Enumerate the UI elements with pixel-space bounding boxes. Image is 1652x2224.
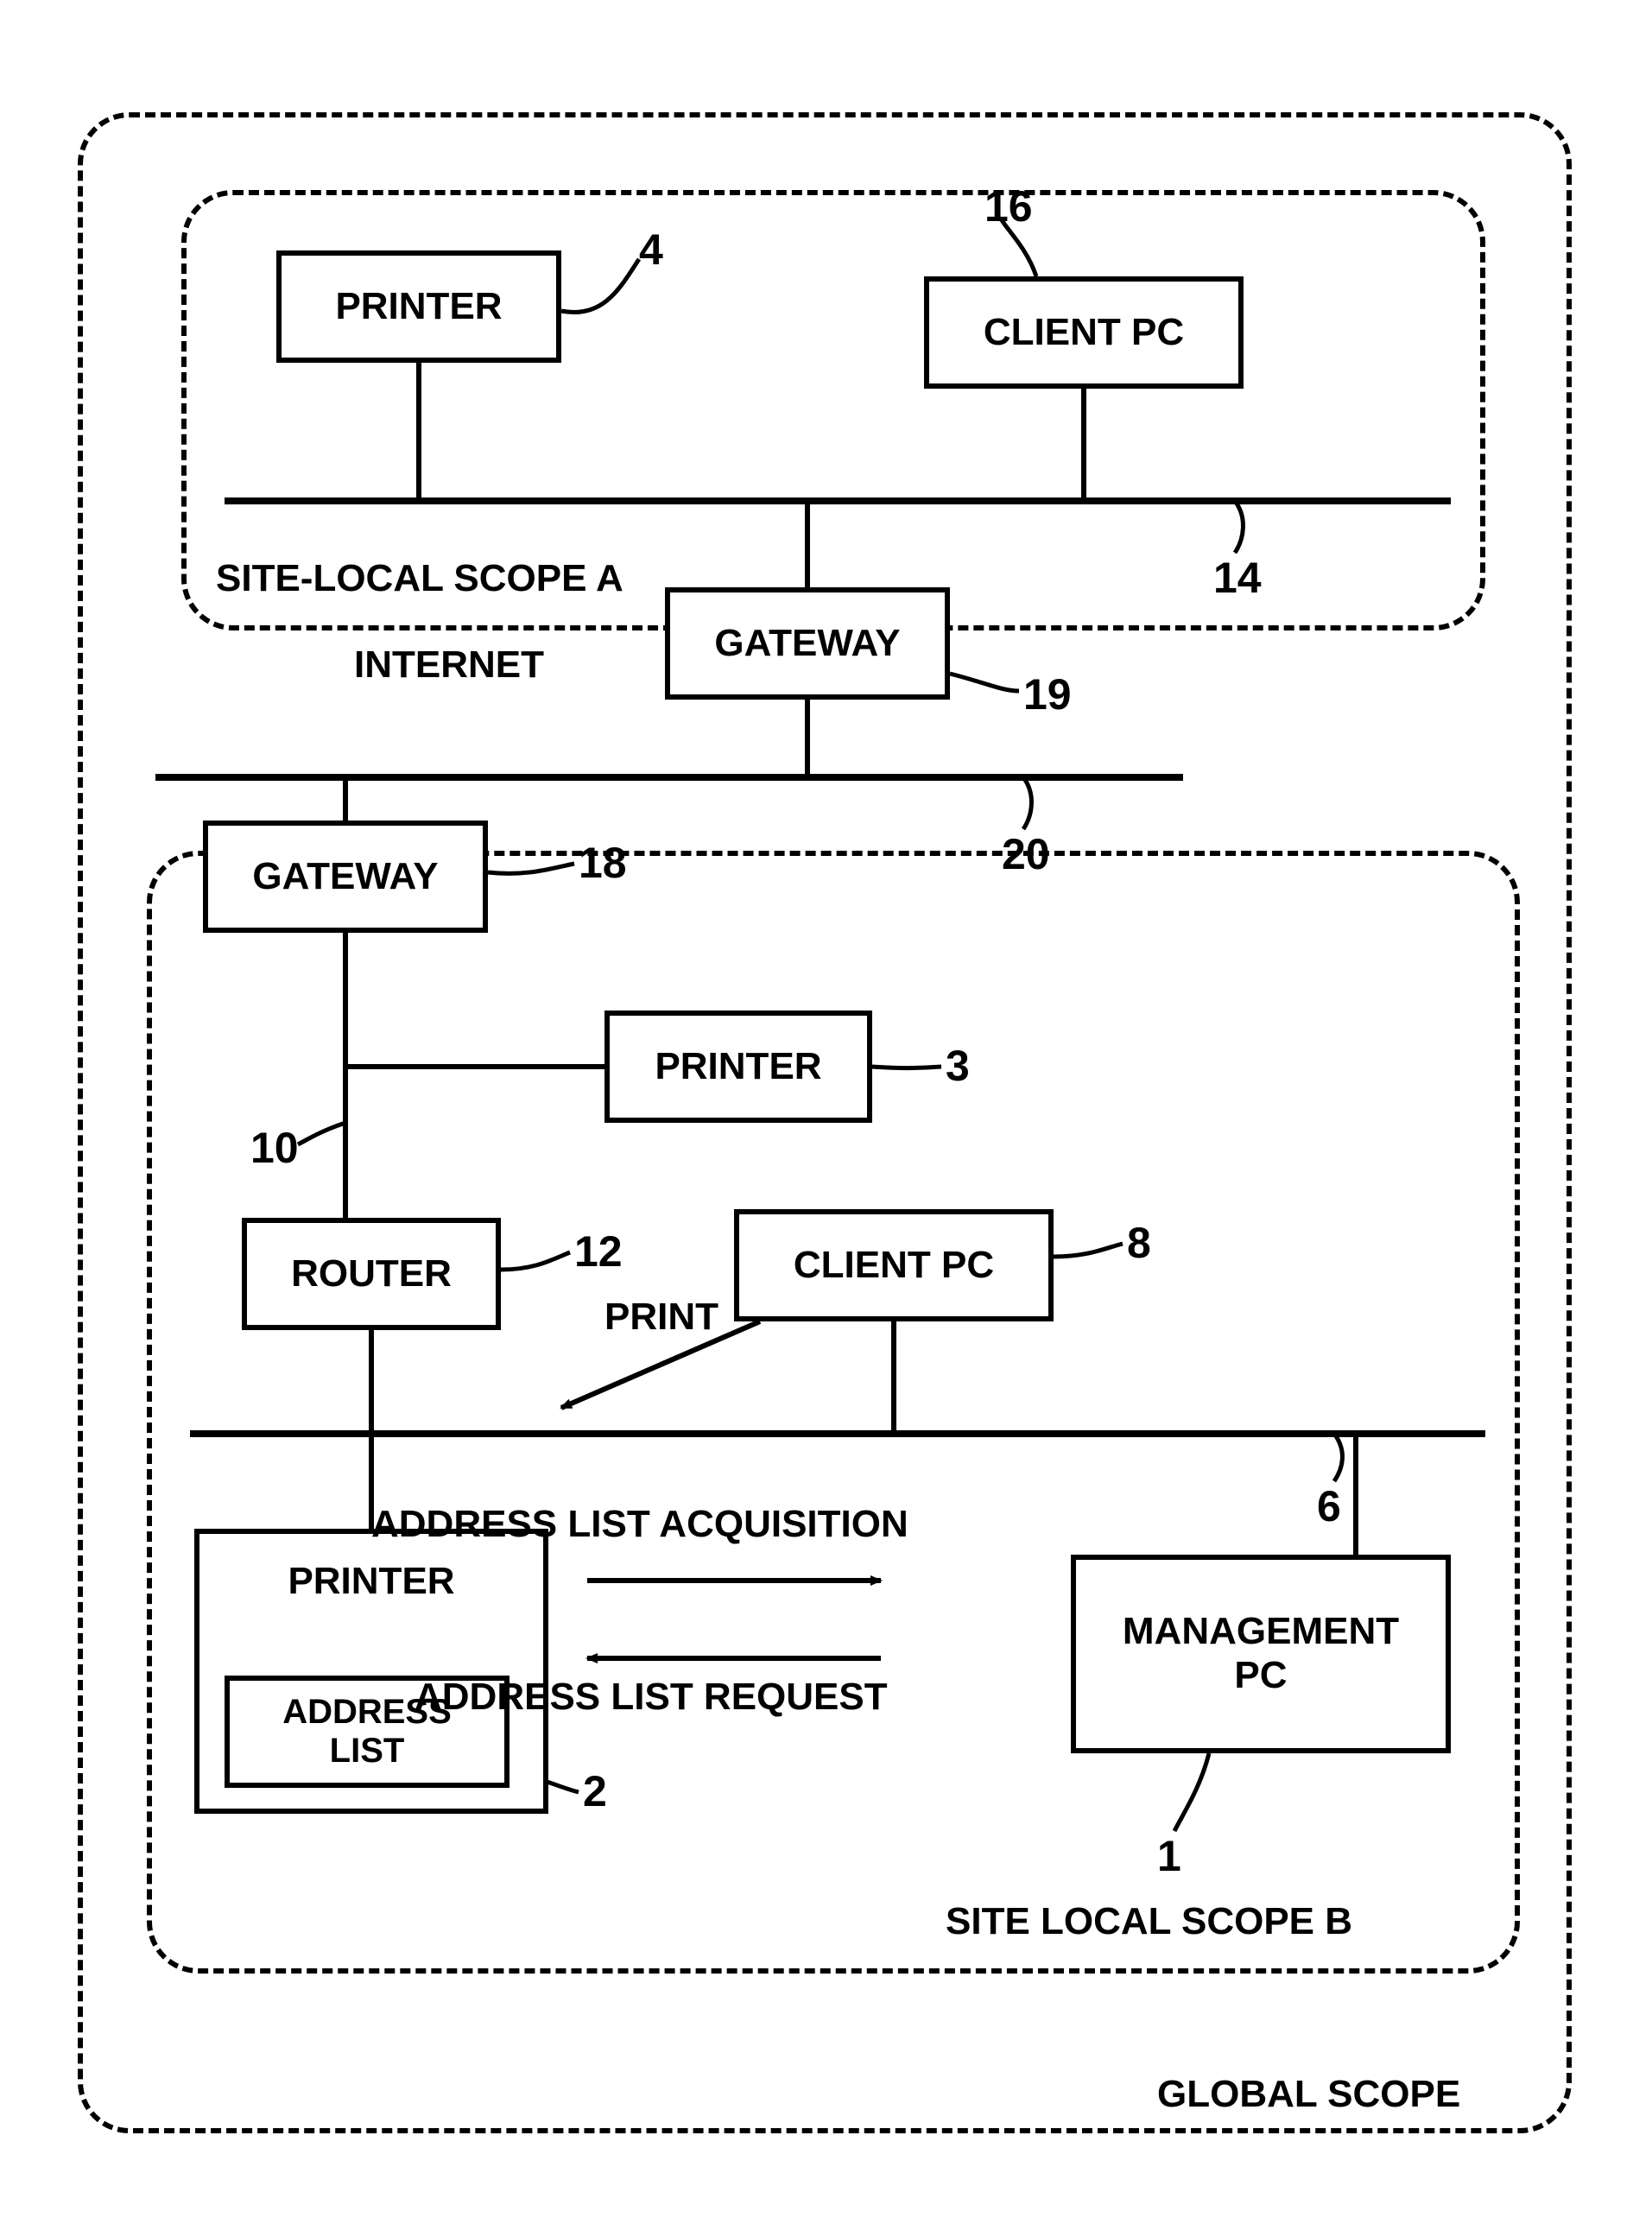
printer-2-label: PRINTER	[288, 1560, 454, 1604]
global-scope-label: GLOBAL SCOPE	[1157, 2073, 1460, 2116]
ref-2: 2	[583, 1766, 607, 1816]
diagram-canvas: PRINTER CLIENT PC GATEWAY GATEWAY PRINTE…	[0, 0, 1652, 2224]
ref-18: 18	[579, 838, 627, 888]
printer-4-node: PRINTER	[276, 250, 561, 363]
ref-19: 19	[1023, 669, 1072, 719]
printer-3-node: PRINTER	[604, 1011, 872, 1123]
internet-label: INTERNET	[354, 643, 544, 687]
acq-label: ADDRESS LIST ACQUISITION	[371, 1503, 908, 1546]
print-label: PRINT	[604, 1296, 718, 1339]
management-pc-node: MANAGEMENT PC	[1071, 1555, 1451, 1753]
ref-4: 4	[639, 225, 663, 275]
ref-14: 14	[1213, 553, 1262, 603]
req-label: ADDRESS LIST REQUEST	[415, 1676, 888, 1719]
clientpc-16-node: CLIENT PC	[924, 276, 1244, 389]
gateway-19-node: GATEWAY	[665, 587, 950, 700]
router-12-node: ROUTER	[242, 1218, 501, 1330]
ref-16: 16	[984, 181, 1033, 231]
ref-1: 1	[1157, 1831, 1181, 1881]
site-a-label: SITE-LOCAL SCOPE A	[216, 557, 623, 600]
ref-12: 12	[574, 1226, 623, 1277]
gateway-18-node: GATEWAY	[203, 821, 488, 933]
ref-8: 8	[1127, 1218, 1151, 1268]
site-b-label: SITE LOCAL SCOPE B	[946, 1900, 1352, 1943]
ref-6: 6	[1317, 1481, 1341, 1531]
ref-10: 10	[250, 1123, 299, 1173]
ref-20: 20	[1002, 829, 1050, 879]
ref-3: 3	[946, 1041, 970, 1091]
clientpc-8-node: CLIENT PC	[734, 1209, 1054, 1321]
